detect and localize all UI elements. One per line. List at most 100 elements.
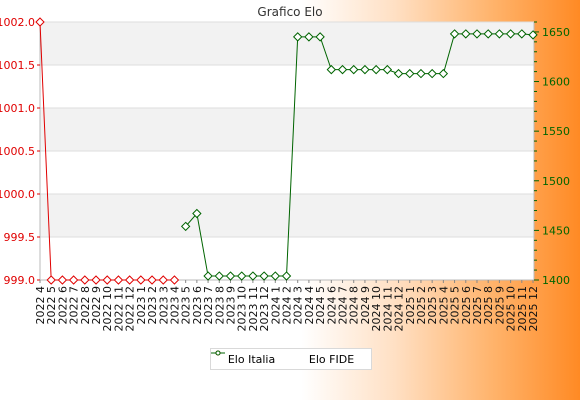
grid-band: [40, 194, 534, 237]
data-point-fide[interactable]: [292, 32, 303, 42]
x-tick-label: 2022 11: [112, 286, 125, 332]
x-tick-label: 2023 7: [202, 286, 215, 325]
grid-bands: [40, 21, 534, 281]
data-point-fide[interactable]: [281, 271, 292, 281]
x-tick-label: 2024 11: [381, 286, 394, 332]
data-point-italia[interactable]: [147, 275, 157, 285]
data-point-italia[interactable]: [124, 275, 135, 285]
data-point-fide[interactable]: [517, 29, 527, 39]
data-point-italia[interactable]: [80, 275, 90, 285]
data-point-italia[interactable]: [158, 275, 168, 285]
x-tick-label: 2024 1: [269, 286, 282, 325]
data-point-fide[interactable]: [315, 32, 325, 42]
data-point-fide[interactable]: [203, 271, 213, 281]
chart-title: Grafico Elo: [257, 5, 322, 19]
data-point-fide[interactable]: [427, 68, 437, 79]
data-point-fide[interactable]: [270, 271, 281, 281]
right-tick-label: 1400: [542, 274, 570, 287]
x-tick-label: 2023 10: [236, 286, 249, 332]
x-tick-label: 2024 8: [348, 286, 361, 325]
data-point-italia[interactable]: [91, 275, 101, 285]
left-axis-ticks: 999.0 999.5 1000.0 1000.5 1001.0 1001.5 1002.0: [0, 16, 40, 287]
x-tick-label: 2025 4: [437, 286, 450, 325]
data-point-fide[interactable]: [304, 32, 314, 42]
x-tick-label: 2024 12: [393, 286, 406, 332]
left-tick-label: 1000.0: [0, 188, 35, 201]
legend-label-italia: Elo Italia: [227, 352, 276, 366]
data-point-fide[interactable]: [505, 29, 516, 39]
x-tick-label: 2025 3: [426, 286, 439, 325]
data-point-fide[interactable]: [393, 68, 404, 79]
data-point-italia[interactable]: [169, 275, 180, 285]
x-tick-label: 2023 12: [258, 286, 271, 332]
x-tick-label: 2024 9: [359, 286, 372, 325]
data-point-italia[interactable]: [57, 275, 68, 285]
right-axis-ticks: 1400 1450 1500 1550 1600 1650: [534, 21, 570, 287]
data-point-fide[interactable]: [326, 64, 337, 75]
data-point-italia[interactable]: [68, 275, 79, 285]
data-point-italia[interactable]: [102, 275, 112, 285]
series-fide: [180, 29, 538, 281]
grid-band: [40, 22, 534, 65]
right-tick-label: 1650: [542, 26, 570, 39]
data-point-fide[interactable]: [405, 68, 415, 79]
data-point-italia[interactable]: [35, 17, 45, 27]
data-point-fide[interactable]: [528, 30, 538, 40]
legend-item-italia[interactable]: Elo Italia: [211, 350, 276, 366]
x-tick-label: 2023 5: [180, 286, 193, 325]
x-tick-label: 2022 10: [101, 286, 114, 332]
data-point-italia[interactable]: [136, 275, 146, 285]
left-tick-label: 1000.5: [0, 145, 35, 158]
right-tick-label: 1450: [542, 224, 570, 237]
left-tick-label: 1001.5: [0, 59, 35, 72]
x-tick-label: 2025 5: [449, 286, 462, 325]
legend-item-fide[interactable]: Elo FIDE: [211, 350, 354, 366]
x-tick-label: 2023 9: [224, 286, 237, 325]
x-tick-label: 2025 2: [415, 286, 428, 325]
x-tick-label: 2024 6: [325, 286, 338, 325]
data-point-italia[interactable]: [46, 275, 56, 285]
data-point-fide[interactable]: [472, 29, 482, 39]
data-point-fide[interactable]: [371, 64, 381, 75]
data-point-fide[interactable]: [180, 221, 191, 232]
x-tick-label: 2022 6: [56, 286, 69, 325]
x-tick-label: 2024 3: [292, 286, 305, 325]
data-point-fide[interactable]: [337, 64, 348, 75]
x-tick-label: 2025 11: [516, 286, 529, 332]
data-point-fide[interactable]: [416, 68, 426, 79]
series-italia: [35, 17, 180, 285]
right-tick-label: 1550: [542, 125, 570, 138]
legend: Elo Italia Elo FIDE: [210, 348, 372, 370]
x-tick-label: 2022 9: [90, 286, 103, 325]
x-tick-label: 2022 12: [124, 286, 137, 332]
data-point-fide[interactable]: [360, 64, 370, 75]
x-tick-label: 2023 3: [157, 286, 170, 325]
x-tick-label: 2025 10: [505, 286, 518, 332]
data-point-fide[interactable]: [259, 271, 269, 281]
data-point-fide[interactable]: [483, 29, 493, 39]
x-tick-label: 2023 11: [247, 286, 260, 332]
data-point-fide[interactable]: [248, 271, 258, 281]
x-tick-label: 2023 2: [146, 286, 159, 325]
x-tick-label: 2023 8: [213, 286, 226, 325]
data-point-fide[interactable]: [349, 64, 359, 75]
x-tick-label: 2025 1: [404, 286, 417, 325]
data-point-italia[interactable]: [113, 275, 124, 285]
x-tick-label: 2024 4: [303, 286, 316, 325]
data-point-fide[interactable]: [494, 29, 505, 39]
x-tick-label: 2023 6: [191, 286, 204, 325]
data-point-fide[interactable]: [461, 29, 471, 39]
x-tick-label: 2022 4: [34, 286, 47, 325]
x-tick-label: 2022 8: [79, 286, 92, 325]
data-point-fide[interactable]: [225, 271, 236, 281]
data-point-fide[interactable]: [236, 271, 247, 281]
x-tick-label: 2025 7: [471, 286, 484, 325]
data-point-fide[interactable]: [449, 29, 460, 39]
data-point-fide[interactable]: [214, 271, 224, 281]
data-point-fide[interactable]: [382, 64, 393, 75]
data-point-fide[interactable]: [192, 208, 202, 219]
grid-band: [40, 108, 534, 151]
data-point-fide[interactable]: [438, 68, 449, 79]
